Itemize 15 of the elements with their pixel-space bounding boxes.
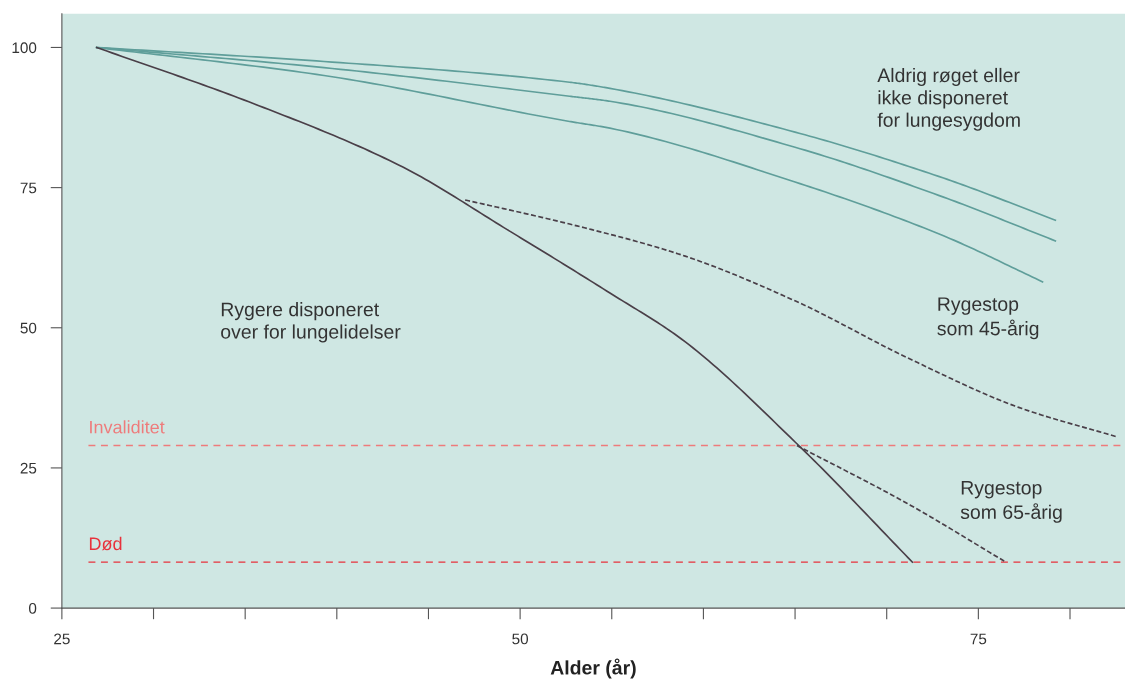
y-tick-label: 75 xyxy=(20,182,37,194)
y-tick-label: 0 xyxy=(28,602,37,614)
x-axis-title: Alder (år) xyxy=(550,658,636,679)
y-tick-label: 25 xyxy=(20,462,37,474)
y-tick-label: 50 xyxy=(20,322,37,334)
ref-line-label: Død xyxy=(89,536,122,551)
x-tick-label: 50 xyxy=(512,633,529,645)
annotation: Rygestop som 65-årig xyxy=(960,481,1062,523)
ref-line-label: Invaliditet xyxy=(90,420,165,434)
annotation: Rygere disponeret over for lungelidelser xyxy=(221,302,401,343)
annotation: Rygestop som 45-årig xyxy=(937,297,1039,340)
y-tick-label: 100 xyxy=(12,42,37,54)
x-tick-label: 25 xyxy=(54,633,70,645)
annotation: Aldrig røget eller ikke disponeret for lungesygdom xyxy=(877,67,1020,131)
x-tick-label: 75 xyxy=(970,633,987,645)
